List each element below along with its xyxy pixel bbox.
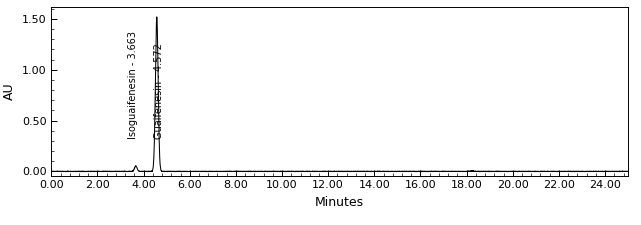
X-axis label: Minutes: Minutes (315, 196, 364, 209)
Text: Guaifenesin - 4.572: Guaifenesin - 4.572 (154, 43, 163, 139)
Text: Isoguaifenesin - 3.663: Isoguaifenesin - 3.663 (128, 31, 138, 139)
Y-axis label: AU: AU (3, 82, 16, 100)
